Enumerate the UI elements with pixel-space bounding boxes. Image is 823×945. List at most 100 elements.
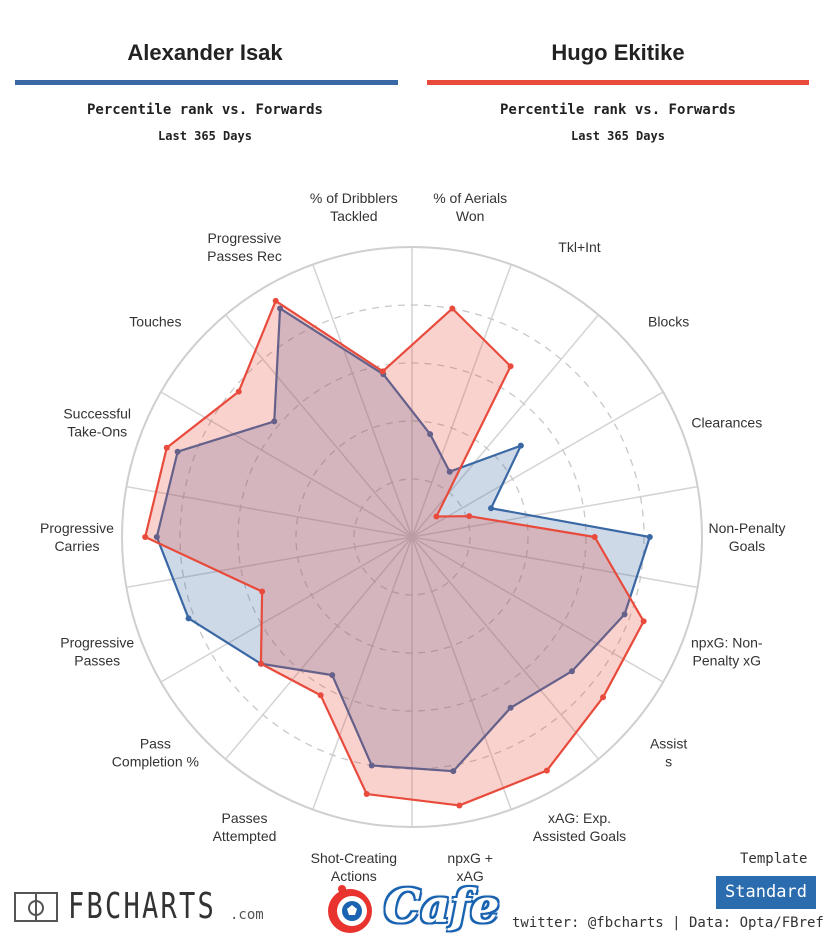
grid-outer-ring — [121, 246, 703, 828]
wedge-divider — [411, 536, 512, 810]
axis-label-line: Tkl+Int — [558, 239, 601, 255]
axis-label: Tkl+Int — [558, 239, 601, 255]
axis-label: Touches — [129, 314, 181, 330]
axis-label: xAG: Exp. Assisted Goals — [533, 810, 626, 844]
series-point-ekitike — [600, 694, 607, 701]
series-point-isak — [271, 418, 278, 425]
series-point-isak — [368, 762, 375, 769]
axis-label-line: Pass — [140, 735, 171, 751]
wedge-divider — [411, 485, 698, 538]
axis-label-line: Completion % — [112, 753, 199, 769]
axis-label-line: Tackled — [330, 208, 377, 224]
axis-label: % of Dribblers Tackled — [310, 190, 398, 224]
axis-label: npxG: Non- Penalty xG — [691, 635, 763, 669]
axis-label-line: Attempted — [213, 828, 277, 844]
series-point-isak — [427, 431, 434, 438]
axis-label-line: npxG: Non- — [691, 635, 763, 651]
watermark-text: Cafe — [384, 879, 500, 933]
axis-label: Progressive Carries — [40, 520, 114, 554]
axis-label: Progressive Passes Rec — [207, 230, 282, 264]
series-point-isak — [174, 448, 181, 455]
axis-label-line: Clearances — [691, 414, 762, 430]
axis-label-line: Blocks — [648, 314, 689, 330]
series-point-ekitike — [379, 368, 386, 375]
axis-label-line: s — [665, 753, 672, 769]
series-point-ekitike — [272, 297, 279, 304]
axis-label: Non-Penalty Goals — [708, 520, 785, 554]
axis-label: Blocks — [648, 314, 689, 330]
wedge-divider — [411, 391, 664, 538]
pitch-icon — [14, 892, 58, 922]
template-badge: Standard — [716, 876, 816, 909]
wedge-divider — [225, 536, 413, 760]
axis-label: npxG + xAG — [447, 850, 493, 884]
wedge-divider — [411, 264, 512, 538]
series-point-ekitike — [543, 767, 550, 774]
wedge-divider — [411, 536, 599, 760]
axis-label-line: Touches — [129, 314, 181, 330]
axis-label-line: Progressive — [40, 520, 114, 536]
player-name-right: Hugo Ekitike — [551, 40, 685, 65]
axis-label-line: Penalty xG — [693, 653, 761, 669]
series-point-isak — [277, 305, 284, 312]
series-point-isak — [568, 668, 575, 675]
axis-label-line: Non-Penalty — [708, 520, 785, 536]
series-point-ekitike — [466, 513, 473, 520]
template-label: Template — [740, 851, 808, 867]
axis-label-line: Passes — [222, 810, 268, 826]
series-point-isak — [450, 768, 457, 775]
wedge-divider — [411, 314, 599, 538]
series-point-isak — [507, 704, 514, 711]
axis-label: Clearances — [691, 414, 762, 430]
credit-text: twitter: @fbcharts | Data: Opta/FBref — [512, 915, 823, 931]
wedge-divider — [126, 485, 413, 538]
axis-label-line: Assist — [650, 735, 687, 751]
period-left: Last 365 Days — [158, 129, 252, 143]
axis-label: Shot-Creating Actions — [311, 850, 397, 884]
axis-label-line: Shot-Creating — [311, 850, 397, 866]
wedge-divider — [225, 314, 413, 538]
series-point-isak — [646, 534, 653, 540]
series-point-isak — [488, 505, 495, 512]
fbcharts-logo: FBCHARTS .com — [14, 887, 264, 932]
axis-label: % of Aerials Won — [433, 190, 507, 224]
cafe-watermark: Cafe — [318, 875, 518, 940]
axis-label: Assist s — [650, 735, 687, 769]
series-point-ekitike — [591, 534, 598, 540]
axis-label-line: Won — [456, 208, 485, 224]
grid-ring — [353, 478, 471, 596]
series-point-isak — [517, 442, 524, 449]
axis-label-line: Successful — [63, 405, 131, 421]
axis-label: Successful Take-Ons — [63, 405, 131, 439]
axis-label-line: Assisted Goals — [533, 828, 626, 844]
series-point-ekitike — [259, 588, 266, 595]
axis-label-line: Passes Rec — [207, 248, 282, 264]
period-right: Last 365 Days — [571, 129, 665, 143]
axis-label-line: Actions — [331, 868, 377, 884]
series-point-ekitike — [257, 660, 264, 667]
series-point-ekitike — [507, 363, 514, 370]
axis-label: Progressive Passes — [60, 635, 134, 669]
axis-label: Passes Attempted — [213, 810, 277, 844]
axis-label-line: npxG + — [447, 850, 493, 866]
axis-label-line: xAG: Exp. — [548, 810, 611, 826]
series-point-ekitike — [640, 618, 647, 625]
axis-label-line: % of Aerials — [433, 190, 507, 206]
axis-label-line: Goals — [729, 538, 766, 554]
series-point-ekitike — [163, 444, 170, 451]
axis-label-line: Progressive — [60, 635, 134, 651]
series-point-ekitike — [142, 534, 149, 540]
player-bar-right — [427, 80, 809, 85]
grid-ring — [237, 362, 587, 712]
axis-label-line: Progressive — [208, 230, 282, 246]
series-point-isak — [621, 611, 628, 618]
wedge-divider — [312, 264, 413, 538]
axis-label-line: Carries — [54, 538, 99, 554]
series-point-ekitike — [317, 692, 324, 699]
series-point-ekitike — [449, 305, 456, 312]
series-area-ekitike — [144, 299, 645, 807]
soccer-ball-icon — [328, 885, 372, 933]
series-point-isak — [185, 615, 192, 622]
logo-text: FBCHARTS — [68, 886, 217, 927]
